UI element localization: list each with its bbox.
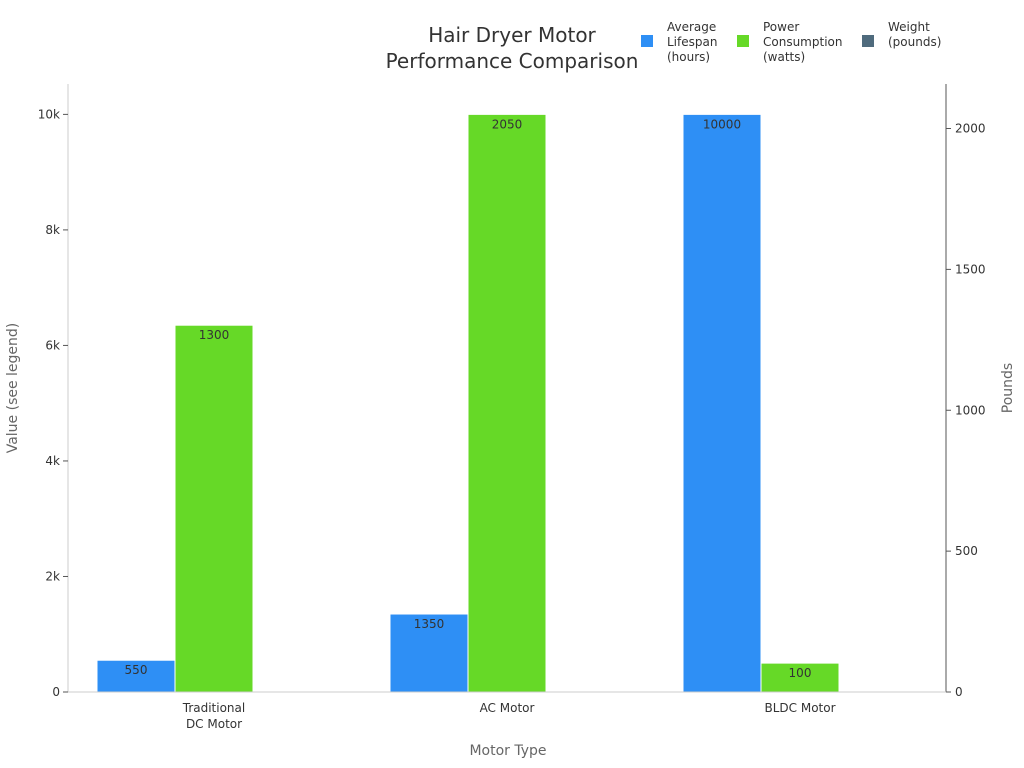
- x-tick-label: BLDC Motor: [764, 701, 835, 715]
- data-label: 550: [125, 663, 148, 677]
- legend-swatch: [641, 35, 653, 47]
- bar-labels: 550 1300 1350 2050 10000 100: [125, 117, 812, 680]
- y2-axis-title: Pounds: [1000, 363, 1016, 413]
- bar: [467, 113, 547, 693]
- y-tick-label: 10k: [38, 107, 60, 121]
- x-tick-label: DC Motor: [186, 717, 242, 731]
- y-tick-label: 8k: [45, 223, 60, 237]
- legend-swatch: [862, 35, 874, 47]
- chart-title: Performance Comparison: [386, 49, 639, 73]
- y2-tick-label: 1500: [955, 262, 986, 276]
- legend-label: (watts): [763, 50, 805, 64]
- legend-label: Lifespan: [667, 35, 717, 49]
- axes: 0 2k 4k 6k 8k 10k 0 500 1000 1500 2000 Traditional D…: [38, 84, 986, 731]
- data-label: 100: [789, 666, 812, 680]
- y2-tick-label: 1000: [955, 403, 986, 417]
- data-label: 1300: [199, 328, 230, 342]
- y-tick-label: 6k: [45, 338, 60, 352]
- legend-label: Weight: [888, 20, 930, 34]
- bar: [96, 659, 176, 693]
- bar: [760, 662, 840, 693]
- legend-label: Average: [667, 20, 716, 34]
- legend-label: (hours): [667, 50, 710, 64]
- y-tick-label: 0: [52, 685, 60, 699]
- y2-tick-label: 500: [955, 544, 978, 558]
- x-tick-label: AC Motor: [480, 701, 535, 715]
- x-axis-title: Motor Type: [469, 743, 546, 759]
- legend-swatch: [737, 35, 749, 47]
- legend-label: (pounds): [888, 35, 941, 49]
- data-label: 1350: [414, 617, 445, 631]
- x-tick-label: Traditional: [182, 701, 245, 715]
- legend-label: Power: [763, 20, 799, 34]
- y-tick-label: 4k: [45, 454, 60, 468]
- y-tick-label: 2k: [45, 569, 60, 583]
- chart-title: Hair Dryer Motor: [428, 23, 596, 47]
- y2-tick-label: 2000: [955, 122, 986, 136]
- bars: [96, 113, 918, 693]
- data-label: 10000: [703, 117, 741, 131]
- bar: [682, 113, 762, 693]
- bar: [174, 324, 254, 693]
- legend-label: Consumption: [763, 35, 842, 49]
- legend-item: Weight(pounds): [862, 20, 941, 49]
- y2-tick-label: 0: [955, 685, 963, 699]
- data-label: 2050: [492, 117, 523, 131]
- y-axis-title: Value (see legend): [5, 323, 21, 454]
- titles: Motor Type Value (see legend) Pounds Hair D…: [5, 23, 1016, 759]
